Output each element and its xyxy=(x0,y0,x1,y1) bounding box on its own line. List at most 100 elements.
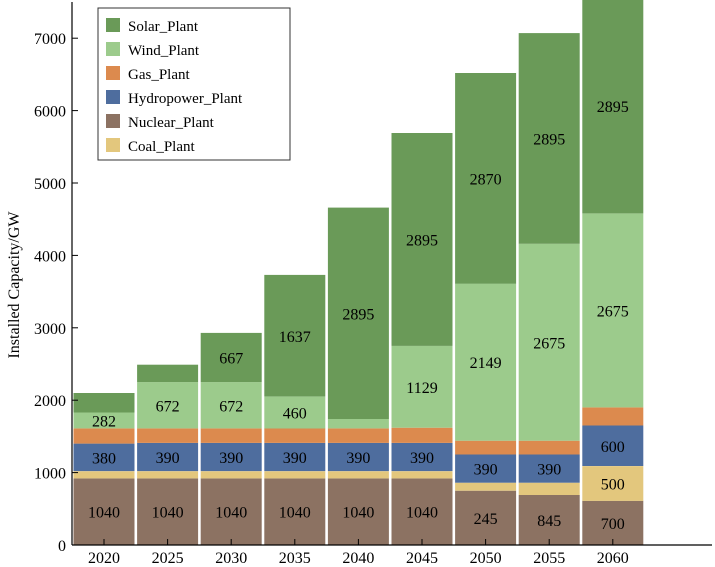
bar-segment-coal-plant-2020 xyxy=(73,471,135,479)
data-label-nuclear-plant-2035: 1040 xyxy=(279,505,311,522)
x-tick-label-2035: 2035 xyxy=(279,550,311,567)
legend-label-gas-plant: Gas_Plant xyxy=(128,67,190,83)
data-label-hydropower-plant-2030: 390 xyxy=(219,450,243,467)
bar-segment-gas-plant-2060 xyxy=(582,407,644,426)
data-label-hydropower-plant-2040: 390 xyxy=(346,450,370,467)
bar-segment-coal-plant-2045 xyxy=(391,471,453,479)
bar-segment-coal-plant-2040 xyxy=(327,471,389,479)
bar-segment-hydropower-plant-2020 xyxy=(73,443,135,472)
bar-segment-wind-plant-2030 xyxy=(200,382,262,429)
bars-group xyxy=(73,0,644,545)
x-tick-label-2055: 2055 xyxy=(533,550,565,567)
bar-segment-solar-plant-2040 xyxy=(327,207,389,419)
bar-segment-wind-plant-2055 xyxy=(518,243,580,441)
x-tick-label-2045: 2045 xyxy=(406,550,438,567)
bar-segment-nuclear-plant-2020 xyxy=(73,478,135,545)
legend-swatch-hydropower-plant xyxy=(106,90,120,104)
legend-swatch-solar-plant xyxy=(106,18,120,32)
data-label-solar-plant-2050: 2870 xyxy=(470,171,502,188)
bar-segment-nuclear-plant-2060 xyxy=(582,500,644,545)
data-label-wind-plant-2050: 2149 xyxy=(470,355,502,372)
bar-segment-gas-plant-2040 xyxy=(327,428,389,443)
bar-segment-nuclear-plant-2025 xyxy=(137,478,199,545)
bar-segment-gas-plant-2050 xyxy=(455,440,517,455)
legend-swatch-wind-plant xyxy=(106,42,120,56)
bar-segment-gas-plant-2030 xyxy=(200,428,262,443)
data-label-nuclear-plant-2020: 1040 xyxy=(88,505,120,522)
legend-label-nuclear-plant: Nuclear_Plant xyxy=(128,115,215,131)
bar-segment-gas-plant-2020 xyxy=(73,428,135,444)
bar-segment-nuclear-plant-2040 xyxy=(327,478,389,545)
data-label-wind-plant-2035: 460 xyxy=(283,406,307,423)
data-label-solar-plant-2060: 2895 xyxy=(597,99,629,116)
data-label-solar-plant-2045: 2895 xyxy=(406,233,438,250)
data-labels-group: 1040 380 282 1040 390 672 1040 390 672 667 1040 390… xyxy=(88,99,629,533)
data-label-solar-plant-2055: 2895 xyxy=(533,132,565,149)
bar-segment-hydropower-plant-2025 xyxy=(137,442,199,472)
bar-segment-hydropower-plant-2060 xyxy=(582,425,644,466)
y-tick-label-0: 0 xyxy=(58,538,66,555)
y-tick-label-4000: 4000 xyxy=(34,248,66,265)
bar-segment-wind-plant-2025 xyxy=(137,382,199,429)
data-label-nuclear-plant-2060: 700 xyxy=(601,516,625,533)
bar-segment-solar-plant-2045 xyxy=(391,133,453,346)
data-label-coal-plant-2060: 500 xyxy=(601,477,625,494)
bar-segment-solar-plant-2055 xyxy=(518,33,580,244)
y-tick-label-1000: 1000 xyxy=(34,466,66,483)
legend-label-hydropower-plant: Hydropower_Plant xyxy=(128,91,243,107)
data-label-nuclear-plant-2050: 245 xyxy=(474,511,498,528)
legend-swatch-nuclear-plant xyxy=(106,114,120,128)
bar-segment-gas-plant-2035 xyxy=(264,428,326,443)
bar-segment-coal-plant-2025 xyxy=(137,471,199,479)
data-label-wind-plant-2060: 2675 xyxy=(597,303,629,320)
data-label-hydropower-plant-2025: 390 xyxy=(156,450,180,467)
data-label-hydropower-plant-2050: 390 xyxy=(474,462,498,479)
bar-segment-wind-plant-2045 xyxy=(391,345,453,428)
y-axis-label: Installed Capacity/GW xyxy=(6,211,23,359)
bar-segment-gas-plant-2045 xyxy=(391,427,453,443)
bar-segment-solar-plant-2030 xyxy=(200,332,262,383)
x-tick-label-2020: 2020 xyxy=(88,550,120,567)
y-tick-label-5000: 5000 xyxy=(34,176,66,193)
data-label-nuclear-plant-2025: 1040 xyxy=(152,505,184,522)
data-label-wind-plant-2045: 1129 xyxy=(406,380,437,397)
data-label-hydropower-plant-2055: 390 xyxy=(537,462,561,479)
data-label-nuclear-plant-2045: 1040 xyxy=(406,505,438,522)
data-label-solar-plant-2040: 2895 xyxy=(342,306,374,323)
data-label-solar-plant-2030: 667 xyxy=(219,351,243,368)
bar-segment-coal-plant-2060 xyxy=(582,466,644,501)
legend-swatch-gas-plant xyxy=(106,66,120,80)
y-tick-label-2000: 2000 xyxy=(34,393,66,410)
bar-segment-coal-plant-2030 xyxy=(200,471,262,479)
bar-segment-hydropower-plant-2040 xyxy=(327,442,389,472)
bar-segment-wind-plant-2020 xyxy=(73,412,135,429)
bar-segment-wind-plant-2040 xyxy=(327,419,389,429)
x-tick-label-2050: 2050 xyxy=(470,550,502,567)
y-tick-label-6000: 6000 xyxy=(34,104,66,121)
bar-segment-gas-plant-2025 xyxy=(137,428,199,443)
legend-label-coal-plant: Coal_Plant xyxy=(128,139,195,155)
y-tick-label-3000: 3000 xyxy=(34,321,66,338)
bar-segment-hydropower-plant-2050 xyxy=(455,454,517,483)
bar-segment-coal-plant-2055 xyxy=(518,482,580,495)
data-label-wind-plant-2030: 672 xyxy=(219,398,243,415)
bar-segment-hydropower-plant-2035 xyxy=(264,442,326,472)
x-tick-label-2060: 2060 xyxy=(597,550,629,567)
bar-segment-hydropower-plant-2045 xyxy=(391,442,453,472)
data-label-hydropower-plant-2035: 390 xyxy=(283,450,307,467)
data-label-nuclear-plant-2030: 1040 xyxy=(215,505,247,522)
legend-box xyxy=(97,7,291,161)
legend-swatch-coal-plant xyxy=(106,138,120,152)
axes-group: 0 1000 2000 3000 4000 5000 6000 7000 2020 2025 203… xyxy=(34,2,712,567)
legend: Solar_Plant Wind_Plant Gas_Plant Hydropower… xyxy=(97,7,291,161)
x-tick-label-2040: 2040 xyxy=(342,550,374,567)
bar-segment-wind-plant-2035 xyxy=(264,396,326,429)
bar-segment-hydropower-plant-2055 xyxy=(518,454,580,483)
data-label-nuclear-plant-2040: 1040 xyxy=(342,505,374,522)
bar-segment-solar-plant-2050 xyxy=(455,73,517,284)
bar-segment-solar-plant-2060 xyxy=(582,0,644,214)
data-label-wind-plant-2025: 672 xyxy=(156,398,180,415)
legend-label-wind-plant: Wind_Plant xyxy=(128,43,200,59)
bar-segment-solar-plant-2020 xyxy=(73,393,135,413)
